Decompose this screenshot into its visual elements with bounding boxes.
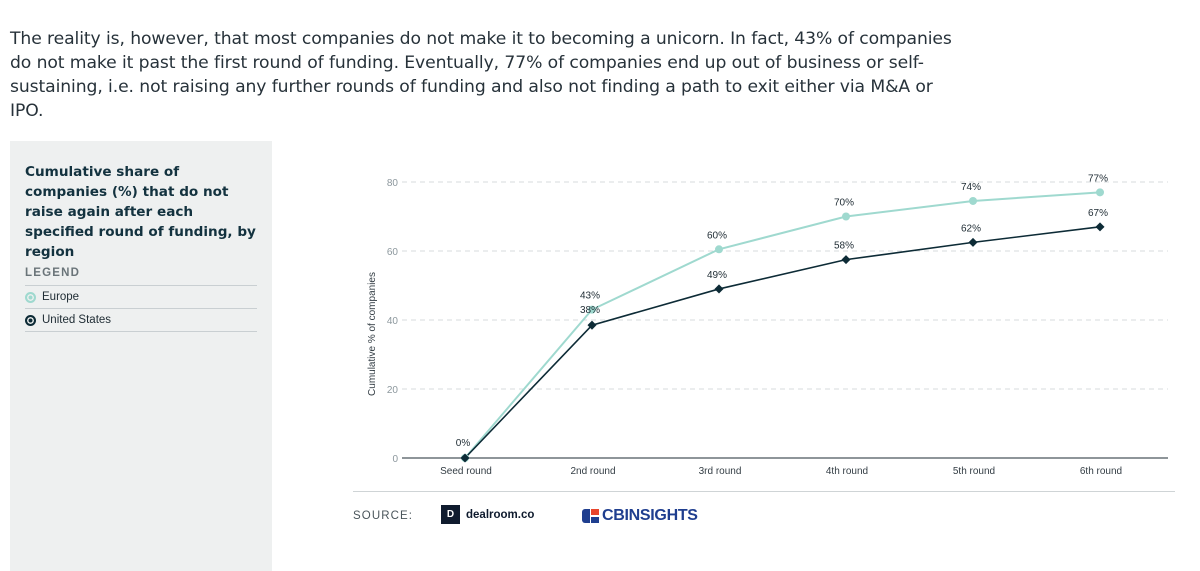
legend: Europe United States: [25, 285, 257, 332]
intro-paragraph: The reality is, however, that most compa…: [10, 29, 952, 121]
legend-label-united-states: United States: [42, 314, 112, 326]
dealroom-mark: D: [441, 505, 460, 524]
legend-label-europe: Europe: [42, 291, 80, 303]
x-tick-label: Seed round: [440, 466, 492, 477]
data-point-europe: [969, 196, 977, 205]
cbinsights-logo-icon: CBINSIGHTS: [582, 507, 698, 525]
data-label-europe: 70%: [834, 198, 854, 209]
x-tick-label: 2nd round: [570, 466, 615, 477]
cbinsights-text: CBINSIGHTS: [602, 507, 698, 524]
data-label-united-states: 67%: [1088, 208, 1108, 219]
data-label-united-states: 49%: [707, 270, 727, 281]
data-label-europe: 43%: [580, 291, 600, 302]
x-tick-label: 6th round: [1080, 466, 1122, 477]
data-point-europe: [588, 305, 596, 314]
data-point-united-states: [841, 255, 851, 265]
x-tick-label: 4th round: [826, 466, 868, 477]
data-point-europe: [715, 245, 723, 254]
line-chart: 0 20 40 60 80 Cumulative % of companies Seed r…: [367, 173, 1168, 477]
y-axis-title: Cumulative % of companies: [367, 272, 378, 396]
cbinsights-mark: [582, 509, 600, 523]
legend-heading: LEGEND: [25, 267, 81, 279]
dealroom-logo-icon: D dealroom.co: [441, 505, 534, 524]
data-label-united-states: 38%: [580, 305, 600, 316]
data-point-europe: [842, 212, 850, 221]
y-tick-label: 60: [387, 247, 399, 258]
data-label-europe: 60%: [707, 230, 727, 241]
series-line-united-states: [464, 226, 1101, 459]
data-label-united-states: 58%: [834, 241, 854, 252]
data-point-united-states: [968, 237, 978, 247]
data-point-europe: [1096, 188, 1104, 197]
chart-info-panel: Cumulative share of companies (%) that d…: [10, 141, 272, 571]
data-label-europe: 0%: [456, 438, 471, 449]
dealroom-text: dealroom.co: [466, 508, 535, 521]
series-line-europe: [464, 191, 1101, 459]
chart-title: Cumulative share of companies (%) that d…: [25, 164, 256, 260]
x-tick-label: 3rd round: [699, 466, 742, 477]
y-tick-label: 20: [387, 385, 399, 396]
source-divider: [353, 491, 1175, 492]
legend-item-united-states[interactable]: United States: [25, 308, 257, 332]
source-label: SOURCE:: [353, 510, 414, 522]
data-point-united-states: [460, 453, 470, 463]
data-label-united-states: 62%: [961, 223, 981, 234]
y-tick-label: 80: [387, 178, 399, 189]
data-point-united-states: [1095, 222, 1105, 232]
y-tick-label: 40: [387, 316, 399, 327]
legend-swatch-united-states: [25, 314, 36, 326]
data-point-united-states: [714, 284, 724, 294]
legend-swatch-europe: [25, 291, 36, 303]
data-label-europe: 74%: [961, 182, 981, 193]
data-label-europe: 77%: [1088, 173, 1108, 184]
x-tick-label: 5th round: [953, 466, 995, 477]
legend-item-europe[interactable]: Europe: [25, 285, 257, 308]
y-tick-label: 0: [392, 454, 398, 465]
